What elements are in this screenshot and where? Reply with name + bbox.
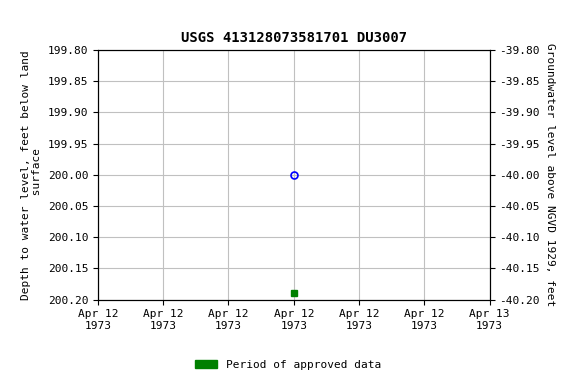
Title: USGS 413128073581701 DU3007: USGS 413128073581701 DU3007: [181, 31, 407, 45]
Legend: Period of approved data: Period of approved data: [191, 356, 385, 375]
Y-axis label: Depth to water level, feet below land
 surface: Depth to water level, feet below land su…: [21, 50, 42, 300]
Y-axis label: Groundwater level above NGVD 1929, feet: Groundwater level above NGVD 1929, feet: [545, 43, 555, 306]
